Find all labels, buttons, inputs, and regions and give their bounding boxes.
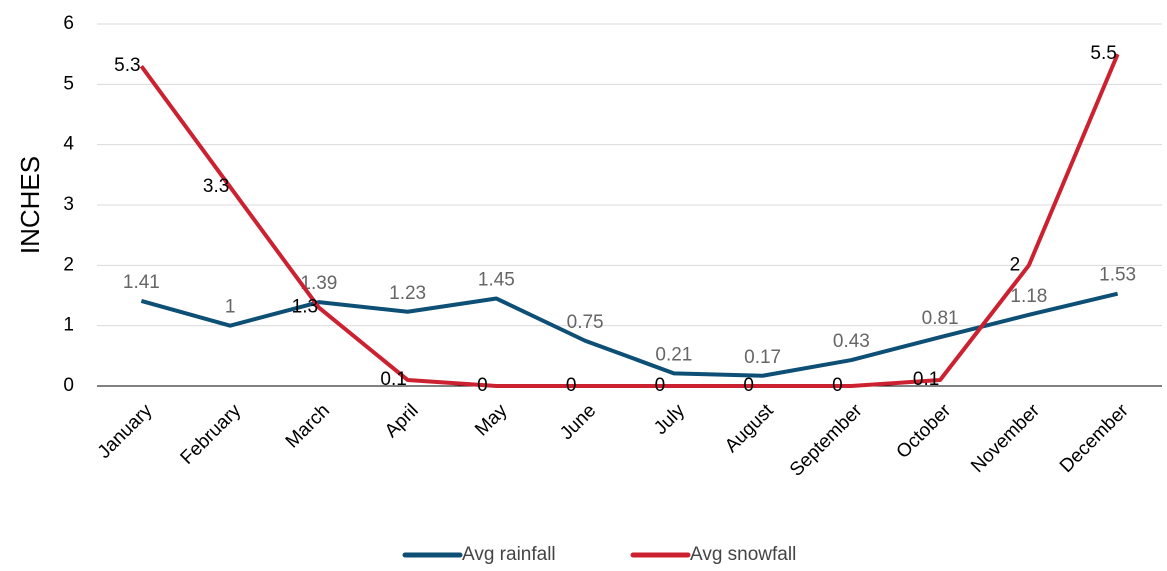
series-line (139, 53, 1120, 388)
y-tick-label: 1 (63, 315, 74, 336)
data-label: 1.18 (1010, 286, 1047, 307)
x-tick-label: March (282, 400, 334, 452)
data-label: 1.23 (389, 283, 426, 304)
x-tick-label: August (721, 400, 778, 457)
data-label: 0 (477, 375, 488, 396)
x-tick-label: April (381, 400, 423, 442)
x-tick-label: September (786, 400, 867, 481)
data-label: 0 (655, 375, 666, 396)
legend-label: Avg snowfall (690, 544, 796, 565)
data-label: 0.75 (567, 312, 604, 333)
x-tick-label: February (177, 400, 246, 469)
data-label: 2 (1010, 254, 1021, 275)
data-label: 0.1 (913, 369, 939, 390)
data-label: 3.3 (203, 176, 229, 197)
data-label: 1.45 (478, 270, 515, 291)
series-line (140, 291, 1119, 378)
x-tick-label: December (1056, 400, 1133, 477)
x-tick-label: January (94, 400, 157, 463)
data-label: 0 (566, 375, 577, 396)
y-axis-label: INCHES (15, 156, 45, 254)
data-label: 0 (832, 375, 843, 396)
data-label: 1.39 (300, 273, 337, 294)
x-tick-label: May (471, 400, 512, 441)
legend-label: Avg rainfall (462, 544, 556, 565)
y-tick-label: 3 (63, 194, 74, 215)
y-tick-label: 6 (63, 13, 74, 34)
x-tick-label: July (650, 400, 689, 439)
x-tick-label: June (556, 400, 600, 444)
data-label: 0.21 (655, 344, 692, 365)
data-label: 1.3 (292, 297, 318, 318)
data-label: 1 (225, 297, 236, 318)
data-label: 0.17 (744, 347, 781, 368)
data-label: 0.1 (380, 369, 406, 390)
data-label: 0.81 (922, 308, 959, 329)
x-tick-label: October (893, 400, 956, 463)
y-tick-label: 0 (63, 375, 74, 396)
data-label: 1.53 (1099, 265, 1136, 286)
data-label: 5.5 (1090, 43, 1116, 64)
data-label: 0 (743, 375, 754, 396)
data-label: 5.3 (114, 55, 140, 76)
data-label: 1.41 (123, 272, 160, 293)
y-tick-label: 4 (63, 134, 74, 155)
data-label: 0.43 (833, 331, 870, 352)
y-tick-label: 2 (63, 254, 74, 275)
x-tick-label: November (967, 400, 1044, 477)
y-tick-label: 5 (63, 73, 74, 94)
